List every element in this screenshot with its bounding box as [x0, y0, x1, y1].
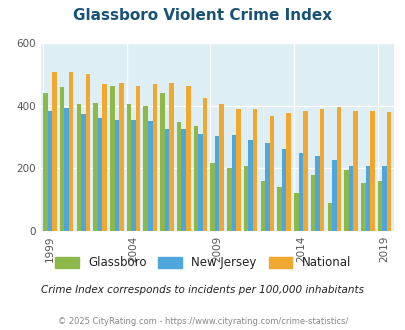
Bar	[164, 129, 169, 231]
Bar	[160, 93, 164, 231]
Bar	[81, 115, 85, 231]
Bar	[76, 104, 81, 231]
Bar	[93, 103, 98, 231]
Bar	[281, 149, 286, 231]
Bar	[343, 170, 348, 231]
Bar	[252, 109, 257, 231]
Bar	[319, 109, 324, 231]
Bar	[126, 104, 131, 231]
Bar	[64, 108, 68, 231]
Bar	[68, 72, 73, 231]
Bar	[231, 135, 236, 231]
Bar	[386, 112, 390, 231]
Bar	[360, 183, 365, 231]
Bar	[52, 72, 56, 231]
Bar	[236, 109, 240, 231]
Bar	[243, 166, 248, 231]
Bar	[269, 116, 273, 231]
Bar	[143, 106, 148, 231]
Bar	[202, 98, 207, 231]
Bar	[293, 193, 298, 231]
Bar	[377, 182, 382, 231]
Bar	[352, 111, 357, 231]
Bar	[214, 136, 219, 231]
Bar	[303, 111, 307, 231]
Bar	[102, 84, 107, 231]
Bar	[382, 166, 386, 231]
Text: © 2025 CityRating.com - https://www.cityrating.com/crime-statistics/: © 2025 CityRating.com - https://www.city…	[58, 317, 347, 326]
Bar	[169, 83, 173, 231]
Bar	[181, 129, 185, 231]
Bar	[264, 143, 269, 231]
Bar	[298, 152, 303, 231]
Text: Crime Index corresponds to incidents per 100,000 inhabitants: Crime Index corresponds to incidents per…	[41, 285, 364, 295]
Bar	[114, 120, 119, 231]
Bar	[85, 74, 90, 231]
Bar	[185, 85, 190, 231]
Bar	[131, 120, 135, 231]
Bar	[210, 163, 214, 231]
Bar	[277, 187, 281, 231]
Text: Glassboro Violent Crime Index: Glassboro Violent Crime Index	[73, 8, 332, 23]
Bar	[119, 83, 123, 231]
Bar	[310, 175, 315, 231]
Bar	[135, 86, 140, 231]
Bar	[227, 168, 231, 231]
Bar	[198, 134, 202, 231]
Bar	[43, 93, 47, 231]
Bar	[47, 111, 52, 231]
Bar	[98, 117, 102, 231]
Bar	[60, 87, 64, 231]
Bar	[193, 126, 198, 231]
Bar	[219, 104, 224, 231]
Bar	[365, 166, 369, 231]
Bar	[152, 84, 157, 231]
Bar	[286, 114, 290, 231]
Bar	[110, 86, 114, 231]
Bar	[369, 111, 374, 231]
Bar	[348, 166, 352, 231]
Bar	[327, 203, 331, 231]
Bar	[331, 159, 336, 231]
Legend: Glassboro, New Jersey, National: Glassboro, New Jersey, National	[50, 252, 355, 274]
Bar	[336, 107, 340, 231]
Bar	[315, 156, 319, 231]
Bar	[177, 122, 181, 231]
Bar	[148, 121, 152, 231]
Bar	[248, 140, 252, 231]
Bar	[260, 181, 264, 231]
